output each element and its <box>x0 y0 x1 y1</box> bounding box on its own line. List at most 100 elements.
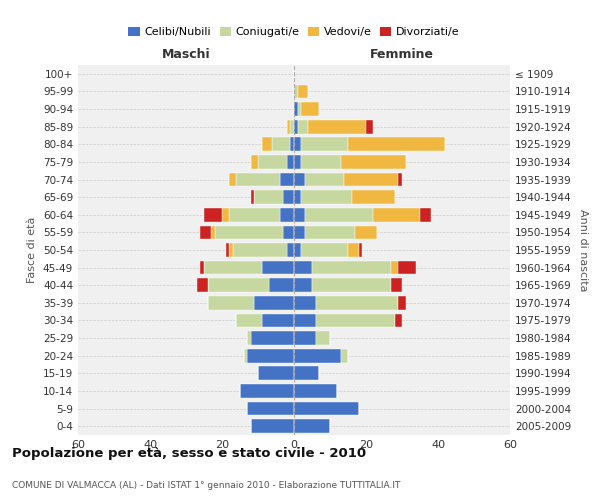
Bar <box>294 102 298 116</box>
Text: Popolazione per età, sesso e stato civile - 2010: Popolazione per età, sesso e stato civil… <box>12 448 366 460</box>
Bar <box>294 314 316 328</box>
Bar <box>294 120 298 134</box>
Bar <box>294 155 301 169</box>
Text: COMUNE DI VALMACCA (AL) - Dati ISTAT 1° gennaio 2010 - Elaborazione TUTTITALIA.I: COMUNE DI VALMACCA (AL) - Dati ISTAT 1° … <box>12 480 400 490</box>
Bar <box>305 208 373 222</box>
Bar <box>240 384 294 398</box>
Bar <box>294 296 316 310</box>
Bar <box>247 349 294 362</box>
Bar <box>287 120 290 134</box>
Bar <box>200 226 211 239</box>
Bar <box>226 243 229 257</box>
Bar <box>233 243 287 257</box>
Bar <box>359 243 362 257</box>
Bar <box>355 226 377 239</box>
Bar <box>262 314 294 328</box>
Bar <box>229 208 280 222</box>
Bar <box>395 314 402 328</box>
Bar <box>301 190 352 204</box>
Bar <box>236 172 280 186</box>
Bar <box>294 138 301 151</box>
Bar <box>398 296 406 310</box>
Bar <box>208 278 269 292</box>
Bar <box>312 260 391 274</box>
Bar <box>269 278 294 292</box>
Bar <box>312 278 391 292</box>
Bar <box>352 190 395 204</box>
Bar <box>294 172 305 186</box>
Bar <box>287 155 294 169</box>
Bar <box>294 226 305 239</box>
Bar <box>251 190 254 204</box>
Bar <box>294 84 298 98</box>
Bar <box>391 278 402 292</box>
Bar <box>251 331 294 345</box>
Bar <box>398 172 402 186</box>
Bar <box>305 172 344 186</box>
Bar <box>236 314 262 328</box>
Bar <box>200 260 204 274</box>
Bar <box>348 138 445 151</box>
Bar <box>316 314 395 328</box>
Bar <box>294 331 316 345</box>
Bar <box>398 260 416 274</box>
Bar <box>222 208 229 222</box>
Bar <box>316 331 330 345</box>
Bar <box>262 260 294 274</box>
Legend: Celibi/Nubili, Coniugati/e, Vedovi/e, Divorziati/e: Celibi/Nubili, Coniugati/e, Vedovi/e, Di… <box>124 22 464 42</box>
Bar <box>301 102 319 116</box>
Bar <box>294 190 301 204</box>
Bar <box>229 243 233 257</box>
Bar <box>294 349 341 362</box>
Bar <box>298 102 301 116</box>
Bar <box>244 349 247 362</box>
Bar <box>294 278 312 292</box>
Bar <box>258 155 287 169</box>
Bar <box>373 208 420 222</box>
Bar <box>280 172 294 186</box>
Bar <box>229 172 236 186</box>
Bar <box>251 155 258 169</box>
Bar <box>204 208 222 222</box>
Bar <box>308 120 366 134</box>
Bar <box>344 172 398 186</box>
Bar <box>348 243 359 257</box>
Bar <box>211 226 215 239</box>
Bar <box>366 120 373 134</box>
Bar <box>262 138 272 151</box>
Bar <box>298 120 308 134</box>
Bar <box>251 420 294 433</box>
Bar <box>215 226 283 239</box>
Bar <box>294 366 319 380</box>
Bar <box>258 366 294 380</box>
Text: Femmine: Femmine <box>370 48 434 62</box>
Bar <box>301 138 348 151</box>
Y-axis label: Anni di nascita: Anni di nascita <box>578 209 588 291</box>
Bar <box>283 226 294 239</box>
Bar <box>254 296 294 310</box>
Bar <box>290 120 294 134</box>
Bar <box>341 349 348 362</box>
Bar <box>247 331 251 345</box>
Bar <box>294 420 330 433</box>
Bar <box>254 190 283 204</box>
Bar <box>290 138 294 151</box>
Bar <box>280 208 294 222</box>
Bar <box>305 226 355 239</box>
Bar <box>247 402 294 415</box>
Bar <box>301 155 341 169</box>
Bar <box>294 243 301 257</box>
Bar <box>294 208 305 222</box>
Bar <box>341 155 406 169</box>
Bar <box>294 402 359 415</box>
Bar <box>204 260 262 274</box>
Bar <box>420 208 431 222</box>
Bar <box>287 243 294 257</box>
Bar <box>294 384 337 398</box>
Bar <box>316 296 398 310</box>
Text: Maschi: Maschi <box>161 48 211 62</box>
Bar <box>294 260 312 274</box>
Bar <box>197 278 208 292</box>
Bar <box>298 84 308 98</box>
Bar <box>272 138 290 151</box>
